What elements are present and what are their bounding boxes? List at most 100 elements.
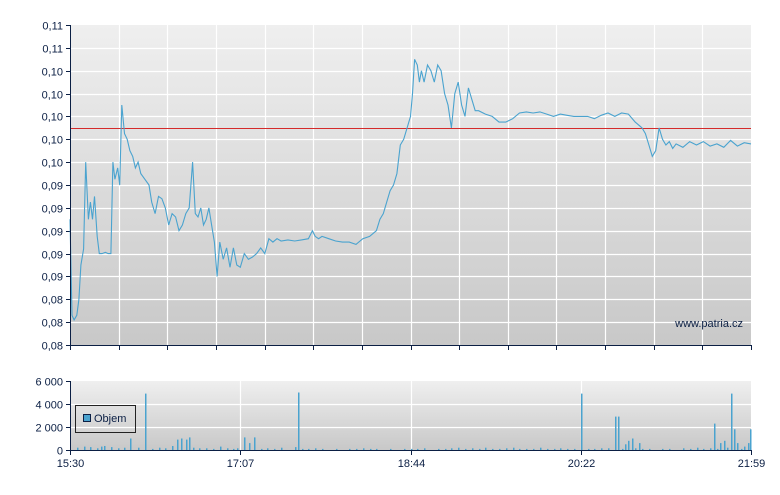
volume-bar [533, 448, 535, 450]
volume-bar [77, 447, 79, 450]
volume-bar [261, 448, 263, 450]
volume-y-axis: 0 2 000 4 000 6 000 [35, 377, 70, 458]
volume-bar [281, 447, 283, 450]
y-tick-label: 0,08 [42, 295, 63, 307]
volume-bar [118, 448, 120, 450]
volume-bar [669, 448, 671, 450]
volume-bar [181, 438, 183, 450]
volume-bar [349, 448, 351, 450]
volume-bar [186, 439, 188, 450]
volume-bar [499, 448, 501, 450]
y-tick-label: 0,11 [42, 21, 63, 33]
volume-bar [249, 443, 251, 450]
volume-bar [554, 448, 556, 450]
y-tick-label: 0,10 [42, 112, 63, 124]
y-tick-label: 0,08 [42, 318, 63, 330]
volume-bar [213, 448, 215, 450]
volume-bar [390, 448, 392, 450]
volume-bar [642, 448, 644, 450]
volume-bar [485, 447, 487, 450]
volume-bar [336, 448, 338, 450]
volume-bar [724, 440, 726, 450]
y-tick-label: 6 000 [35, 377, 63, 389]
volume-bar [411, 448, 413, 450]
volume-bar [588, 448, 590, 450]
volume-bar [356, 448, 358, 450]
x-tick-label: 15:30 [57, 458, 85, 470]
volume-bar [267, 448, 269, 450]
volume-bar [594, 448, 596, 450]
volume-bar [152, 448, 154, 450]
volume-bar [376, 448, 378, 450]
volume-chart: 0 2 000 4 000 6 000 15:30 17:07 18:44 20:22 21:… [35, 377, 765, 471]
volume-bar [451, 448, 453, 450]
volume-bar [97, 448, 99, 450]
volume-bar [199, 448, 201, 450]
volume-bar [615, 416, 617, 450]
volume-bar [172, 446, 174, 450]
volume-bar [697, 447, 699, 450]
volume-legend: Objem [75, 405, 136, 433]
volume-bar [750, 429, 752, 450]
volume-bar [438, 448, 440, 450]
volume-bar [233, 448, 235, 450]
volume-bar [741, 448, 743, 450]
x-tick-label: 20:22 [568, 458, 596, 470]
volume-bar [445, 448, 447, 450]
y-tick-label: 2 000 [35, 423, 63, 435]
volume-bar [104, 446, 106, 450]
price-gridlines [70, 25, 751, 345]
legend-swatch-icon [83, 414, 91, 422]
volume-bar [690, 448, 692, 450]
y-tick-label: 4 000 [35, 400, 63, 412]
volume-bar [124, 447, 126, 450]
volume-bar [662, 448, 664, 450]
volume-bar [581, 393, 583, 450]
volume-bar [227, 448, 229, 450]
x-tick-label: 17:07 [227, 458, 255, 470]
volume-bar [138, 447, 140, 450]
legend-box [75, 405, 136, 433]
volume-bar [363, 448, 365, 450]
y-tick-label: 0,08 [42, 341, 63, 353]
y-tick-label: 0,10 [42, 158, 63, 170]
volume-bar [322, 448, 324, 450]
x-tick-label: 21:59 [738, 458, 766, 470]
volume-bar [540, 447, 542, 450]
volume-bar [165, 448, 167, 450]
volume-bar [492, 448, 494, 450]
volume-bar [547, 448, 549, 450]
volume-bar [632, 438, 634, 450]
legend-label: Objem [94, 413, 126, 425]
volume-bar [710, 448, 712, 450]
volume-bar [177, 439, 179, 450]
price-line [69, 59, 752, 322]
volume-bar [237, 448, 239, 450]
volume-bar [145, 393, 147, 450]
volume-bar [84, 446, 86, 450]
volume-bar [193, 447, 195, 450]
y-tick-label: 0,11 [42, 44, 63, 56]
volume-bar [244, 437, 246, 450]
y-tick-label: 0,09 [42, 250, 63, 262]
volume-bar [101, 446, 103, 450]
volume-bar [526, 448, 528, 450]
volume-bar [458, 447, 460, 450]
volume-bar [683, 448, 685, 450]
volume-bar [513, 447, 515, 450]
volume-bar [601, 448, 603, 450]
volume-bar [625, 444, 627, 451]
volume-bar [417, 448, 419, 450]
volume-bar [315, 448, 317, 450]
volume-bar [506, 448, 508, 450]
volume-bar [639, 443, 641, 450]
volume-bar [130, 438, 132, 450]
volume-bar [274, 448, 276, 450]
watermark: www.patria.cz [674, 318, 743, 330]
y-tick-label: 0,09 [42, 181, 63, 193]
volume-bar [744, 446, 746, 450]
x-tick-label: 18:44 [398, 458, 426, 470]
volume-bar [479, 448, 481, 450]
volume-bar [608, 448, 610, 450]
